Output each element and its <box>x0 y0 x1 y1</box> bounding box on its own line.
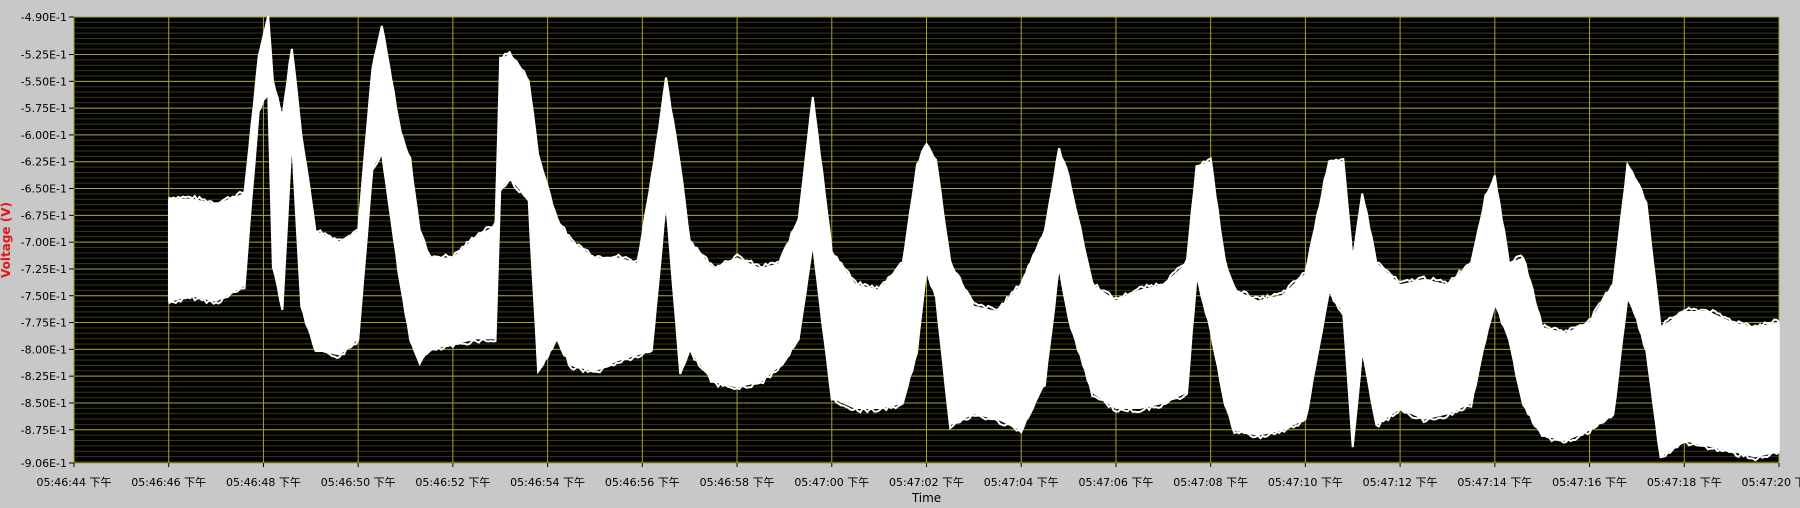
x-tick-label: 05:46:54 下午 <box>510 476 585 489</box>
signal-lower-fringe <box>168 90 1780 462</box>
x-tick-label: 05:47:06 下午 <box>1078 476 1153 489</box>
y-tick-label: -8.75E-1 <box>21 424 67 437</box>
x-tick-label: 05:46:58 下午 <box>700 476 775 489</box>
x-tick-label: 05:47:02 下午 <box>889 476 964 489</box>
y-tick-label: -7.25E-1 <box>21 263 67 276</box>
signal-upper-fringe <box>168 15 1780 334</box>
x-tick-label: 05:46:46 下午 <box>131 476 206 489</box>
x-tick-label: 05:46:44 下午 <box>37 476 112 489</box>
x-tick-label: 05:47:00 下午 <box>794 476 869 489</box>
y-axis-label: Voltage (V) <box>0 202 13 278</box>
y-tick-label: -9.06E-1 <box>21 457 67 470</box>
x-tick-label: 05:47:08 下午 <box>1173 476 1248 489</box>
y-tick-label: -5.75E-1 <box>21 102 67 115</box>
x-tick-label: 05:47:18 下午 <box>1647 476 1722 489</box>
y-tick-label: -7.00E-1 <box>21 236 67 249</box>
y-tick-label: -6.50E-1 <box>21 183 67 196</box>
y-tick-label: -7.50E-1 <box>21 290 67 303</box>
y-axis-ticks: -4.90E-1 -5.25E-1 -5.50E-1 -5.75E-1 -6.00E-1… <box>21 11 74 470</box>
x-tick-label: 05:46:48 下午 <box>226 476 301 489</box>
y-tick-label: -6.00E-1 <box>21 129 67 142</box>
x-axis-ticks: 05:46:44 下午 05:46:46 下午 05:46:48 下午 05:46:5… <box>37 463 1800 489</box>
y-tick-label: -5.50E-1 <box>21 75 67 88</box>
y-tick-label: -8.50E-1 <box>21 397 67 410</box>
x-tick-label: 05:47:20 下午 <box>1742 476 1800 489</box>
signal-layer <box>167 15 1780 462</box>
y-tick-label: -6.75E-1 <box>21 209 67 222</box>
x-tick-label: 05:46:52 下午 <box>415 476 490 489</box>
x-tick-label: 05:46:50 下午 <box>321 476 396 489</box>
y-tick-label: -4.90E-1 <box>21 11 67 24</box>
y-tick-label: -6.25E-1 <box>21 156 67 169</box>
y-tick-label: -5.25E-1 <box>21 49 67 62</box>
y-tick-label: -8.25E-1 <box>21 370 67 383</box>
x-tick-label: 05:47:12 下午 <box>1363 476 1438 489</box>
x-tick-label: 05:47:14 下午 <box>1457 476 1532 489</box>
y-tick-label: -7.75E-1 <box>21 317 67 330</box>
x-tick-label: 05:47:16 下午 <box>1552 476 1627 489</box>
y-tick-label: -8.00E-1 <box>21 343 67 356</box>
x-axis-label: Time <box>911 491 941 504</box>
x-tick-label: 05:47:04 下午 <box>984 476 1059 489</box>
x-tick-label: 05:47:10 下午 <box>1268 476 1343 489</box>
x-tick-label: 05:46:56 下午 <box>605 476 680 489</box>
